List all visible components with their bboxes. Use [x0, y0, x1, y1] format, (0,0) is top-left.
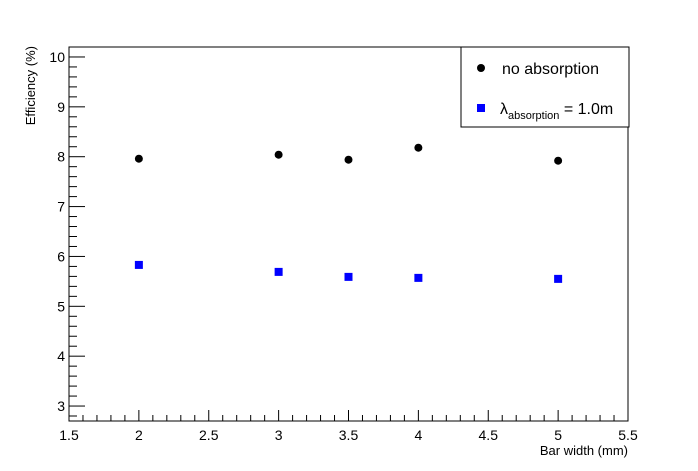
x-tick-label: 3 [275, 427, 283, 443]
x-tick-label: 5.5 [618, 427, 638, 443]
x-tick-label: 2 [135, 427, 143, 443]
y-tick-label: 5 [57, 298, 65, 314]
data-point-series-0 [134, 154, 143, 163]
x-axis-label: Bar width (mm) [540, 443, 628, 458]
data-points [134, 143, 563, 283]
data-point-series-1 [554, 274, 563, 283]
data-point-series-1 [274, 267, 283, 276]
y-tick-label: 3 [57, 398, 65, 414]
data-point-series-0 [274, 150, 283, 159]
data-point-series-1 [344, 272, 353, 281]
y-tick-label: 9 [57, 99, 65, 115]
data-point-series-0 [414, 143, 423, 152]
y-axis-label: Efficiency (%) [23, 46, 38, 125]
x-tick-label: 1.5 [59, 427, 79, 443]
data-point-series-1 [414, 273, 423, 282]
data-point-series-0 [344, 155, 353, 164]
legend-marker-no-absorption [477, 64, 485, 72]
legend-marker-absorption [477, 104, 485, 112]
legend-subscript: absorption [508, 110, 559, 122]
x-tick-label: 4.5 [479, 427, 499, 443]
y-tick-label: 7 [57, 199, 65, 215]
y-tick-label: 8 [57, 149, 65, 165]
x-tick-label: 4 [414, 427, 422, 443]
data-point-series-0 [554, 156, 563, 165]
legend-label-absorption: λabsorption = 1.0m [500, 101, 613, 122]
x-tick-label: 3.5 [339, 427, 359, 443]
y-tick-label: 4 [57, 348, 65, 364]
legend-box [460, 46, 630, 128]
legend: no absorption λabsorption = 1.0m [460, 46, 630, 128]
data-point-series-1 [134, 260, 143, 269]
y-tick-label: 10 [49, 49, 65, 65]
y-tick-label: 6 [57, 248, 65, 264]
x-tick-label: 5 [554, 427, 562, 443]
legend-lambda: λ [500, 101, 508, 118]
ticks: 1.5 2 2.5 3 3.5 4 4.5 5 5.5 3 4 5 6 7 8 9 10 [49, 46, 638, 443]
legend-label-no-absorption: no absorption [502, 61, 599, 78]
legend-suffix: = 1.0m [559, 101, 613, 118]
x-tick-label: 2.5 [199, 427, 219, 443]
